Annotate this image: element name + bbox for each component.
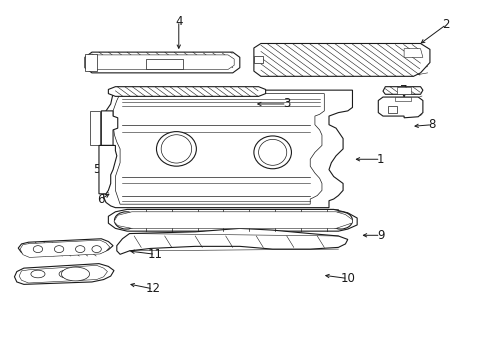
Ellipse shape [31, 270, 45, 278]
Text: 10: 10 [340, 272, 354, 285]
Polygon shape [253, 44, 429, 76]
Polygon shape [90, 55, 234, 69]
Ellipse shape [61, 267, 89, 281]
Polygon shape [403, 49, 422, 57]
Text: 4: 4 [175, 14, 182, 27]
Polygon shape [117, 228, 347, 254]
Text: 3: 3 [283, 98, 290, 111]
Text: 11: 11 [147, 248, 163, 261]
Polygon shape [15, 264, 114, 284]
Polygon shape [129, 128, 143, 137]
Polygon shape [253, 55, 263, 63]
Polygon shape [394, 97, 410, 101]
Circle shape [114, 212, 138, 229]
Text: 2: 2 [442, 18, 449, 31]
Polygon shape [85, 54, 97, 71]
Polygon shape [378, 97, 422, 118]
Polygon shape [396, 87, 410, 94]
Polygon shape [113, 94, 324, 204]
Polygon shape [19, 265, 107, 283]
Text: 1: 1 [376, 153, 384, 166]
Ellipse shape [59, 270, 73, 278]
Polygon shape [145, 59, 183, 69]
Text: 5: 5 [93, 163, 100, 176]
Polygon shape [114, 212, 352, 228]
Polygon shape [108, 210, 356, 231]
Ellipse shape [253, 136, 291, 169]
Polygon shape [99, 145, 117, 194]
Polygon shape [18, 239, 113, 256]
Text: 6: 6 [98, 193, 105, 206]
Circle shape [75, 246, 85, 253]
Polygon shape [101, 111, 118, 145]
Polygon shape [89, 111, 100, 145]
Polygon shape [103, 90, 352, 208]
Polygon shape [382, 87, 422, 94]
Ellipse shape [156, 132, 196, 166]
Polygon shape [387, 106, 396, 113]
Circle shape [33, 246, 42, 253]
Polygon shape [85, 52, 239, 73]
Text: 9: 9 [376, 229, 384, 242]
Polygon shape [20, 240, 109, 257]
Circle shape [54, 246, 63, 253]
Circle shape [92, 246, 101, 253]
Circle shape [328, 212, 352, 229]
Text: 8: 8 [427, 118, 435, 131]
Polygon shape [108, 87, 265, 96]
Text: 7: 7 [400, 84, 407, 96]
Text: 12: 12 [145, 282, 160, 295]
